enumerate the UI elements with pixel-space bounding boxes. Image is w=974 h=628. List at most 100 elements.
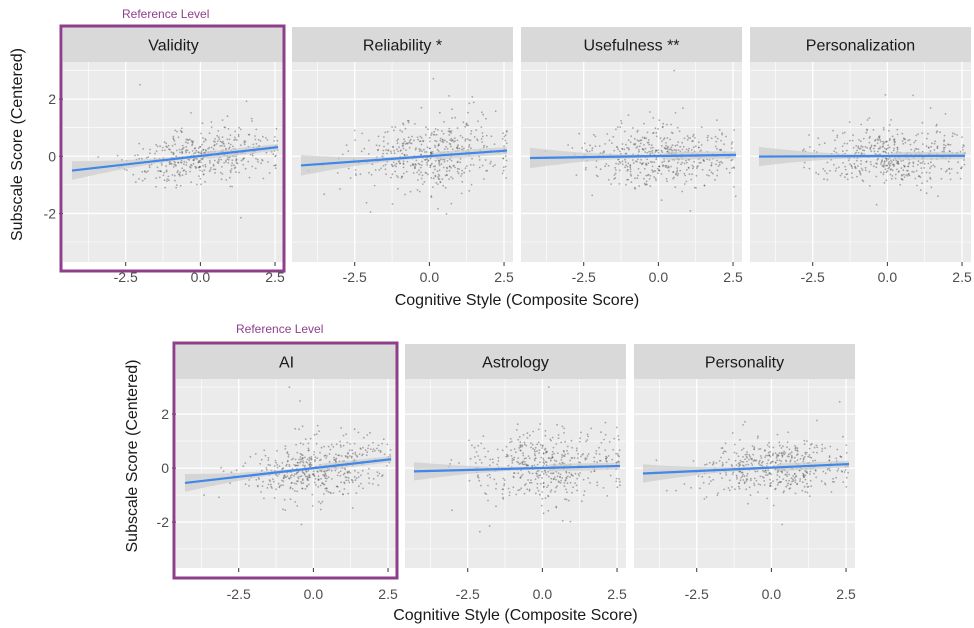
data-point bbox=[667, 165, 670, 168]
data-point bbox=[794, 445, 796, 447]
data-point bbox=[708, 483, 711, 485]
data-point bbox=[915, 170, 918, 172]
data-point bbox=[381, 155, 384, 158]
data-point bbox=[617, 435, 620, 437]
data-point bbox=[795, 475, 797, 478]
data-point bbox=[481, 164, 484, 167]
data-point bbox=[171, 144, 174, 147]
data-point bbox=[550, 439, 552, 442]
data-point bbox=[905, 174, 907, 176]
data-point bbox=[141, 179, 144, 182]
data-point bbox=[925, 145, 928, 148]
data-point bbox=[411, 135, 413, 138]
data-point bbox=[906, 169, 908, 172]
data-point bbox=[238, 126, 241, 129]
data-point bbox=[519, 446, 522, 449]
data-point bbox=[234, 166, 237, 169]
data-point bbox=[533, 458, 536, 460]
data-point bbox=[769, 455, 772, 458]
data-point bbox=[808, 495, 811, 497]
data-point bbox=[377, 449, 380, 452]
data-point bbox=[864, 169, 867, 172]
data-point bbox=[423, 180, 426, 183]
data-point bbox=[774, 487, 777, 490]
data-point bbox=[725, 474, 728, 476]
data-point bbox=[630, 135, 633, 138]
data-point bbox=[448, 134, 451, 136]
data-point bbox=[415, 163, 417, 166]
data-point bbox=[218, 496, 220, 499]
data-point bbox=[788, 479, 790, 482]
data-point bbox=[273, 465, 276, 467]
data-point bbox=[700, 144, 703, 146]
data-point bbox=[461, 172, 463, 175]
data-point bbox=[347, 452, 349, 455]
data-point bbox=[842, 162, 844, 164]
data-point bbox=[820, 480, 823, 483]
data-point bbox=[603, 151, 605, 154]
data-point bbox=[850, 172, 853, 175]
data-point bbox=[336, 485, 339, 488]
data-point bbox=[741, 464, 744, 467]
data-point bbox=[961, 146, 964, 149]
data-point bbox=[876, 162, 878, 165]
data-point bbox=[868, 185, 871, 187]
data-point bbox=[903, 165, 906, 168]
data-point bbox=[415, 147, 417, 150]
data-point bbox=[840, 455, 842, 458]
data-point bbox=[481, 132, 484, 134]
data-point bbox=[914, 177, 917, 180]
data-point bbox=[426, 158, 429, 161]
data-point bbox=[752, 453, 754, 456]
data-point bbox=[449, 463, 451, 465]
data-point bbox=[804, 478, 807, 481]
data-point bbox=[768, 441, 770, 444]
data-point bbox=[286, 460, 289, 463]
data-point bbox=[829, 169, 831, 172]
data-point bbox=[787, 482, 789, 485]
data-point bbox=[301, 471, 304, 474]
data-point bbox=[808, 454, 811, 456]
data-point bbox=[804, 491, 807, 493]
data-point bbox=[676, 174, 679, 177]
data-point bbox=[683, 183, 686, 185]
data-point bbox=[943, 146, 946, 149]
data-point bbox=[718, 148, 721, 151]
data-point bbox=[769, 450, 772, 453]
data-point bbox=[619, 150, 621, 153]
data-point bbox=[283, 474, 285, 477]
data-point bbox=[551, 456, 554, 459]
data-point bbox=[270, 150, 273, 153]
data-point bbox=[374, 169, 377, 171]
data-point bbox=[347, 477, 350, 479]
data-point bbox=[882, 128, 885, 131]
data-point bbox=[670, 131, 673, 134]
data-point bbox=[263, 497, 265, 500]
data-point bbox=[753, 484, 756, 487]
data-point bbox=[563, 427, 565, 430]
data-point bbox=[806, 486, 809, 488]
data-point bbox=[767, 454, 769, 457]
data-point bbox=[208, 146, 211, 149]
data-point bbox=[578, 461, 580, 463]
data-point bbox=[770, 461, 772, 464]
data-point bbox=[896, 133, 899, 136]
data-point bbox=[745, 464, 747, 466]
data-point bbox=[640, 139, 643, 142]
data-point bbox=[596, 484, 599, 487]
data-point bbox=[460, 175, 462, 177]
data-point bbox=[742, 461, 745, 463]
data-point bbox=[320, 477, 322, 480]
data-point bbox=[634, 160, 637, 163]
data-point bbox=[470, 132, 472, 135]
data-point bbox=[501, 138, 504, 140]
data-point bbox=[261, 485, 264, 487]
data-point bbox=[178, 173, 181, 176]
data-point bbox=[475, 451, 478, 453]
data-point bbox=[542, 482, 545, 484]
data-point bbox=[756, 437, 759, 439]
data-point bbox=[888, 166, 890, 169]
data-point bbox=[689, 210, 692, 212]
data-point bbox=[185, 141, 187, 144]
data-point bbox=[655, 135, 658, 138]
